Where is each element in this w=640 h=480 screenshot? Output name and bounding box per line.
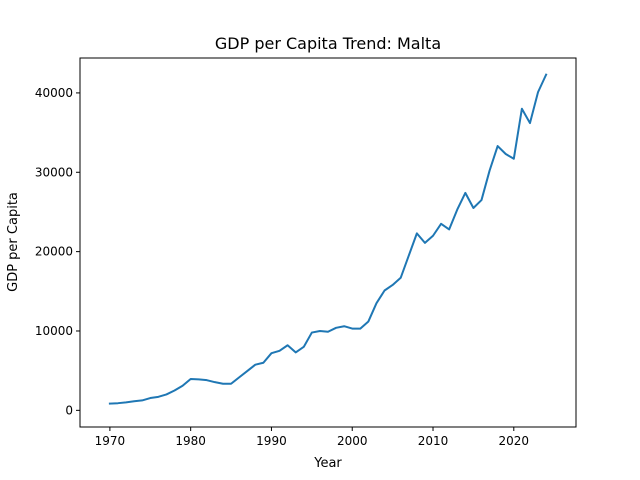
axes-frame	[79, 57, 577, 428]
x-tick-label: 2020	[499, 434, 530, 448]
y-tick-label: 0	[65, 403, 73, 417]
chart-title: GDP per Capita Trend: Malta	[215, 34, 441, 53]
y-tick-label: 40000	[35, 86, 73, 100]
series-line	[108, 73, 548, 405]
y-tick-label: 20000	[35, 245, 73, 259]
x-axis-label: Year	[313, 456, 342, 471]
y-tick-label: 30000	[35, 165, 73, 179]
x-tick-label: 2000	[337, 434, 368, 448]
y-tick-label: 10000	[35, 324, 73, 338]
x-tick-label: 2010	[418, 434, 449, 448]
x-axis: 1970 1980 1990 2000 2010 2020	[95, 427, 529, 448]
x-tick-label: 1970	[95, 434, 126, 448]
x-tick-label: 1990	[256, 434, 287, 448]
y-axis-label: GDP per Capita	[6, 192, 21, 292]
y-axis: 0 10000 20000 30000 40000	[35, 86, 80, 417]
x-tick-label: 1980	[175, 434, 206, 448]
plot-area	[108, 73, 548, 405]
